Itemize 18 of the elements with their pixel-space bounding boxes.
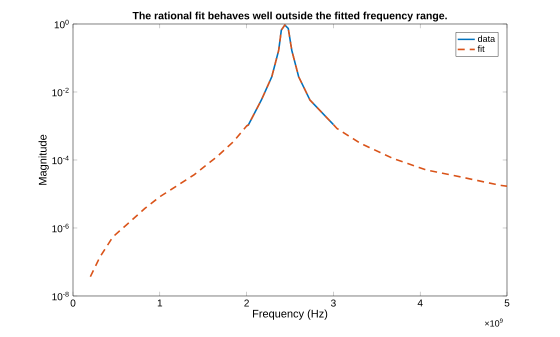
x-tick-label: 2 <box>244 300 249 307</box>
y-axis-title: Magnitude <box>38 134 49 185</box>
x-tick-label: 3 <box>330 300 336 307</box>
y-tick-label: 10$^{-2}$ <box>52 88 69 96</box>
y-tick-label: 10$^{0}$ <box>54 20 69 28</box>
legend-label: data <box>478 35 496 42</box>
y-tick-label: 10$^{-8}$ <box>52 292 69 300</box>
x-tick-label: 0 <box>70 300 76 307</box>
x-tick-label: 1 <box>158 300 162 306</box>
text: ×10$^{9}$ <box>484 318 503 327</box>
x-axis-title: Frequency (Hz) <box>253 309 328 320</box>
line-series <box>90 24 507 278</box>
chart-title: The rational fit behaves well outside the fitted frequency range. <box>132 12 447 22</box>
x-tick-label: 5 <box>504 300 510 306</box>
y-tick-label: 10$^{-6}$ <box>52 224 69 232</box>
y-tick-label: 10$^{-4}$ <box>52 156 69 164</box>
x-tick-label: 4 <box>418 300 423 306</box>
legend-label: fit <box>478 45 485 52</box>
